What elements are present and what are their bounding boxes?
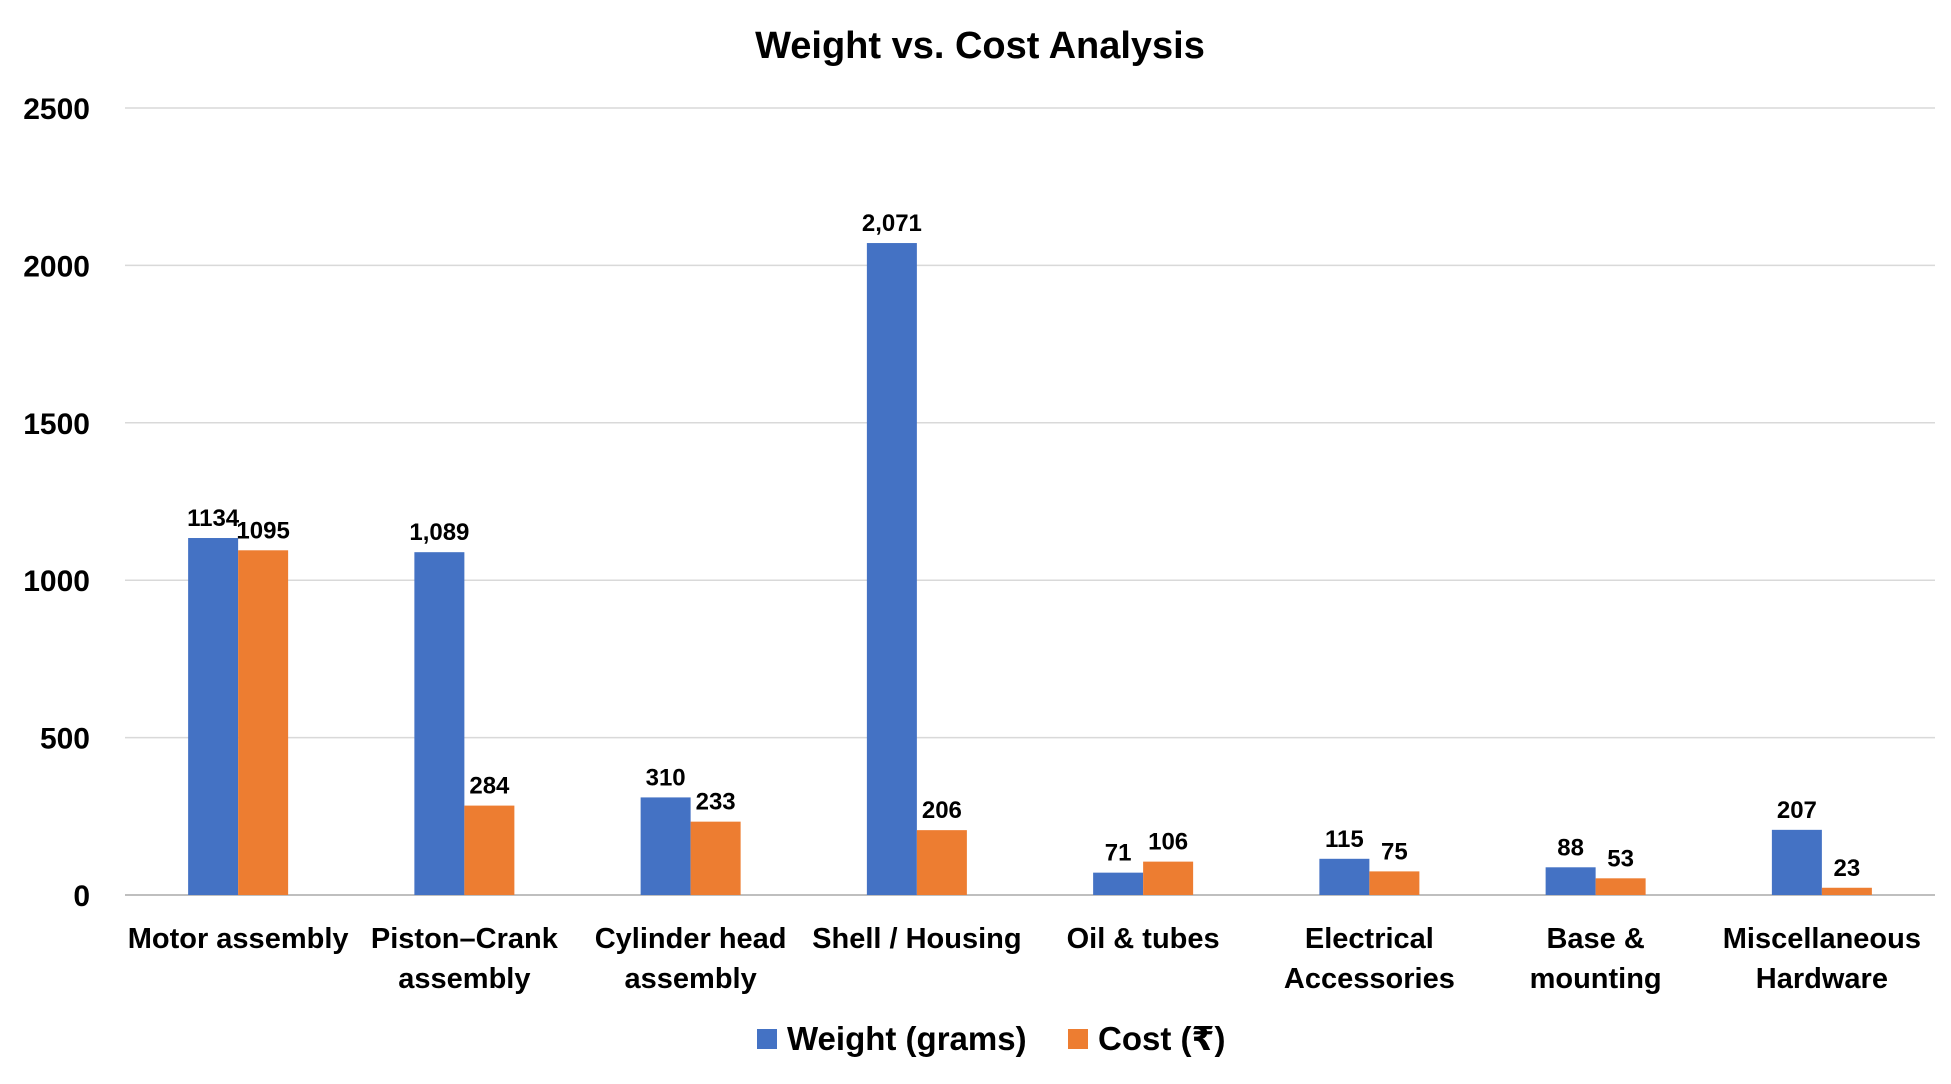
data-label: 233	[696, 789, 736, 816]
y-tick-label: 2000	[23, 250, 90, 283]
x-tick-label: assembly	[398, 963, 530, 995]
bar-cost	[690, 821, 741, 895]
data-label: 207	[1777, 797, 1817, 824]
x-tick-label: Hardware	[1756, 963, 1888, 995]
bar-cost	[1821, 887, 1872, 895]
legend-label: Weight (grams)	[787, 1020, 1027, 1057]
bar-weight	[1771, 829, 1822, 895]
chart-title: Weight vs. Cost Analysis	[755, 25, 1205, 67]
x-tick-label: Oil & tubes	[1067, 923, 1220, 955]
data-label: 53	[1607, 845, 1634, 872]
x-tick-label: Piston–Crank	[371, 923, 559, 955]
data-label: 1095	[236, 517, 289, 544]
data-label: 71	[1105, 840, 1132, 867]
bar-cost	[1369, 871, 1420, 895]
data-label: 310	[646, 764, 686, 791]
bar-weight	[1319, 858, 1370, 895]
x-tick-label: Cylinder head	[595, 923, 787, 955]
data-label: 1,089	[409, 519, 469, 546]
bar-cost	[1143, 861, 1194, 895]
y-tick-label: 1500	[23, 408, 90, 441]
x-tick-label: Accessories	[1284, 963, 1455, 995]
legend: Weight (grams) Cost (₹)	[757, 1020, 1225, 1057]
legend-swatch	[1068, 1029, 1088, 1049]
bar-cost	[916, 830, 967, 895]
data-label: 115	[1325, 826, 1364, 853]
data-label: 75	[1381, 838, 1408, 865]
bar-weight	[866, 243, 917, 895]
y-tick-label: 0	[73, 880, 90, 913]
bar-cost	[1595, 878, 1646, 895]
x-tick-label: assembly	[625, 963, 757, 995]
x-tick-label: Shell / Housing	[812, 923, 1021, 955]
y-axis-ticks: 0 500 1000 1500 2000 2500	[23, 93, 90, 913]
gridlines	[125, 107, 1935, 896]
y-tick-label: 2500	[23, 93, 90, 126]
bar-weight	[1093, 872, 1144, 895]
x-axis-ticks: Motor assembly Piston–Crank assembly Cylind…	[128, 923, 1921, 995]
data-label: 284	[469, 773, 510, 800]
bar-weight	[1545, 867, 1596, 895]
data-labels: 1134 1,089 310 2,071 71 115 88 207 1095 284 233 206…	[187, 210, 1860, 882]
data-label: 1134	[187, 505, 240, 532]
x-tick-label: Miscellaneous	[1723, 923, 1921, 955]
data-label: 106	[1148, 829, 1188, 856]
bar-cost	[238, 550, 289, 895]
bar-weight	[188, 538, 239, 895]
bar-weight	[414, 552, 465, 895]
data-label: 2,071	[862, 210, 922, 237]
x-tick-label: Base &	[1546, 923, 1644, 955]
legend-label: Cost (₹)	[1098, 1020, 1225, 1057]
legend-swatch	[757, 1029, 777, 1049]
bar-weight	[640, 797, 691, 895]
data-label: 88	[1557, 834, 1584, 861]
bar-cost	[464, 805, 515, 895]
y-tick-label: 1000	[23, 565, 90, 598]
data-label: 23	[1834, 855, 1861, 882]
y-tick-label: 500	[40, 723, 90, 756]
x-tick-label: Motor assembly	[128, 923, 349, 955]
x-tick-label: Electrical	[1305, 923, 1434, 955]
x-tick-label: mounting	[1530, 963, 1662, 995]
bars	[188, 243, 1872, 895]
data-label: 206	[922, 797, 962, 824]
